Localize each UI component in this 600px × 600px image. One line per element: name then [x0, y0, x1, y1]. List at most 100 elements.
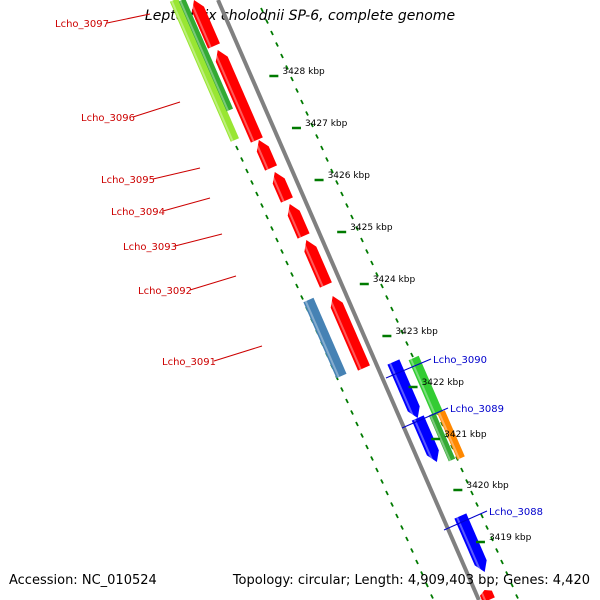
outer-tick-ring [260, 7, 519, 599]
scale-tick-label: 3425 kbp [350, 223, 393, 233]
minor-tick [325, 157, 329, 162]
minor-tick [410, 548, 414, 553]
minor-tick [245, 168, 249, 174]
minor-tick [375, 272, 379, 277]
scale-tick-label: 3420 kbp [466, 481, 509, 491]
minor-tick [475, 502, 479, 507]
gene-leader-line [162, 197, 211, 212]
minor-tick [355, 421, 359, 427]
cds-arrow-lcho-3088 [454, 513, 487, 572]
cds-arrow-lcho-3092-shading [302, 241, 324, 287]
minor-tick [255, 191, 259, 197]
length-value: 4,909,403 bp [407, 573, 495, 588]
cds-arrow-lcho-3091 [330, 296, 370, 371]
gene-leader-line [443, 510, 488, 531]
scale-tick-label: 3428 kbp [282, 67, 325, 77]
minor-tick [290, 76, 294, 82]
minor-tick [395, 318, 399, 323]
cds-arrow-lcho-3089-shading [413, 419, 435, 464]
cds-arrow-lcho-3094-shading [270, 173, 285, 202]
minor-tick [385, 490, 389, 496]
minor-tick [310, 122, 314, 128]
minor-tick [365, 444, 369, 450]
minor-tick [495, 548, 499, 553]
gene-leader-line [189, 275, 237, 291]
cog-box-lcho-3089 [428, 412, 456, 462]
cds-arrow-lcho-3088-shading [456, 517, 483, 574]
gene-leader-line [401, 407, 449, 429]
minor-tick [505, 571, 509, 576]
minor-tick [280, 249, 284, 254]
minor-tick [285, 260, 289, 266]
minor-tick [340, 387, 344, 392]
cds-arrow-lcho-3096 [215, 50, 263, 143]
minor-tick [360, 237, 364, 243]
minor-tick [300, 295, 304, 300]
scale-tick-label: 3422 kbp [422, 378, 465, 388]
cog-box-lcho-3096 [169, 0, 239, 142]
genome-summary: Topology: circular; Length: 4,909,403 bp… [232, 573, 590, 588]
cog-box-lcho-3089-b [437, 410, 465, 460]
minor-tick [235, 145, 239, 151]
minor-tick [340, 191, 344, 197]
minor-tick [365, 249, 369, 254]
topology-value: circular [297, 573, 346, 588]
minor-tick [490, 536, 494, 542]
minor-tick [295, 88, 299, 93]
gene-label-lcho-3093: Lcho_3093 [123, 242, 177, 253]
gene-leader-line [213, 345, 263, 362]
gene-leader-line [174, 233, 223, 247]
minor-tick [315, 134, 319, 139]
accession-label: Accession: [9, 573, 78, 588]
minor-tick [515, 594, 519, 599]
minor-tick [275, 42, 279, 47]
minor-tick [465, 479, 469, 484]
scale-tick-label: 3419 kbp [489, 533, 532, 543]
gene-label-layer: Lcho_3097 Lcho_3096 Lcho_3095 Lcho_3094 Lcho… [55, 13, 543, 531]
cds-arrow-lcho-3093-shading [285, 205, 302, 238]
minor-tick [250, 180, 254, 185]
minor-tick [405, 341, 409, 346]
gene-label-lcho-3089: Lcho_3089 [450, 404, 504, 415]
topology-label: Topology: [232, 573, 294, 588]
accession-info: Accession: NC_010524 [9, 573, 157, 588]
minor-tick [350, 410, 354, 415]
minor-tick [335, 180, 339, 185]
minor-tick [260, 7, 264, 13]
cog-box-lcho-3091 [303, 297, 347, 379]
cog-box-lcho-3089-shading [429, 414, 452, 462]
minor-tick [400, 329, 404, 335]
minor-tick [290, 272, 294, 277]
gene-label-lcho-3090: Lcho_3090 [433, 355, 487, 366]
gene-label-lcho-3088: Lcho_3088 [489, 507, 543, 518]
scale-tick-label: 3427 kbp [305, 119, 348, 129]
accession-value: NC_010524 [81, 573, 157, 588]
minor-tick [320, 145, 324, 151]
minor-tick [410, 352, 414, 358]
backbone-layer [216, 0, 481, 600]
gene-label-lcho-3097: Lcho_3097 [55, 19, 109, 30]
cds-arrow-lcho-3095 [256, 140, 278, 171]
cds-arrow-lcho-3090-shading [389, 363, 416, 420]
minor-tick [240, 157, 244, 162]
cog-box-lcho-3090 [408, 355, 444, 417]
cds-arrow-edge [479, 590, 495, 600]
cog-box-lcho-3089-b-shading [438, 412, 461, 460]
cds-arrow-lcho-3094 [272, 172, 293, 203]
cog-box-lcho-3090-shading [409, 358, 437, 416]
cds-arrow-lcho-3097 [192, 0, 220, 49]
length-label: Length: [354, 573, 404, 588]
minor-tick [280, 53, 284, 59]
minor-tick [275, 237, 279, 243]
gene-label-lcho-3092: Lcho_3092 [138, 286, 192, 297]
cds-arrow-lcho-3092 [304, 240, 332, 288]
cog-box-lcho-3096-shading [170, 0, 234, 142]
feature-layer [169, 0, 495, 600]
minor-tick [370, 260, 374, 266]
scale-label-layer: 3428 kbp 3427 kbp 3426 kbp 3425 kbp 3424 kbp… [269, 67, 532, 544]
minor-tick [355, 226, 359, 231]
minor-tick [415, 559, 419, 565]
gene-label-lcho-3094: Lcho_3094 [111, 207, 165, 218]
minor-tick [500, 559, 504, 565]
